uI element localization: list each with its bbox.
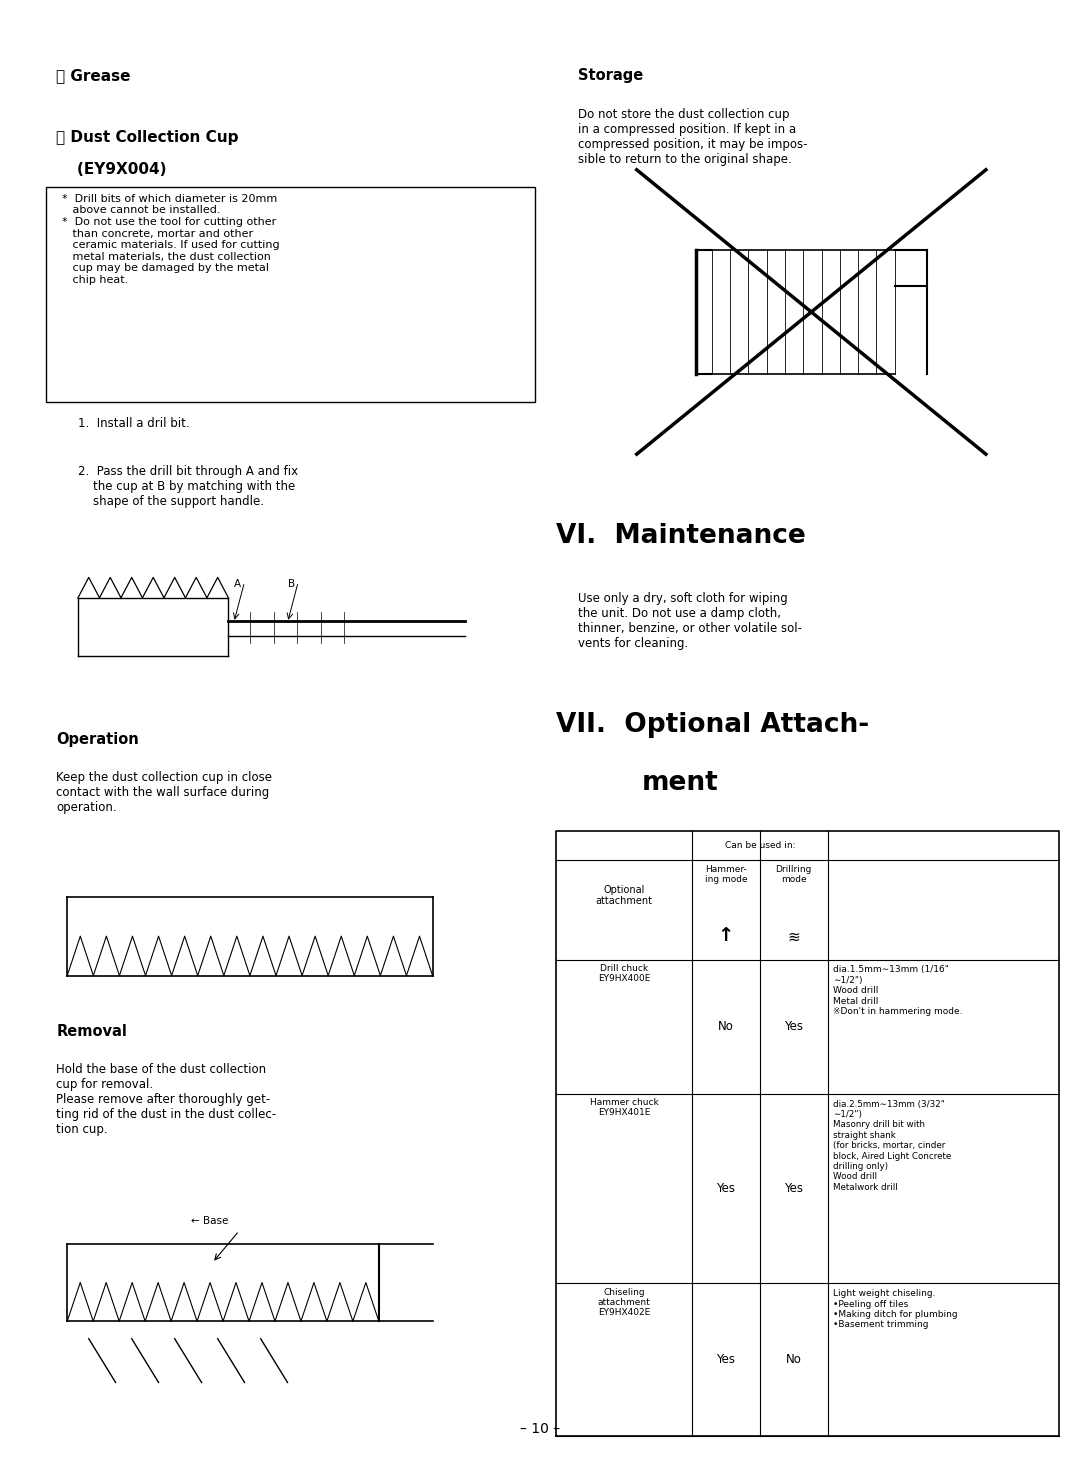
Text: Yes: Yes xyxy=(784,1181,804,1195)
Text: Removal: Removal xyxy=(56,1023,127,1038)
Text: ↑: ↑ xyxy=(717,925,734,944)
Text: Chiseling
attachment
EY9HX402E: Chiseling attachment EY9HX402E xyxy=(597,1288,650,1318)
Text: dia.2.5mm∼13mm (3/32"
∼1/2")
Masonry drill bit with
straight shank
(for bricks, : dia.2.5mm∼13mm (3/32" ∼1/2") Masonry dri… xyxy=(833,1099,951,1192)
Text: ⓚ Grease: ⓚ Grease xyxy=(56,69,131,83)
Text: VI.  Maintenance: VI. Maintenance xyxy=(556,524,806,549)
Text: (EY9X004): (EY9X004) xyxy=(56,161,167,177)
Text: Optional
attachment: Optional attachment xyxy=(595,884,652,906)
Text: Use only a dry, soft cloth for wiping
the unit. Do not use a damp cloth,
thinner: Use only a dry, soft cloth for wiping th… xyxy=(578,591,801,650)
Text: Light weight chiseling.
•Peeling off tiles
•Making ditch for plumbing
•Basement : Light weight chiseling. •Peeling off til… xyxy=(833,1290,958,1329)
Text: *  Drill bits of which diameter is 20mm
   above cannot be installed.
*  Do not : * Drill bits of which diameter is 20mm a… xyxy=(62,193,280,285)
Text: ment: ment xyxy=(643,770,719,796)
Text: No: No xyxy=(786,1353,801,1366)
Text: Yes: Yes xyxy=(716,1181,735,1195)
Text: Operation: Operation xyxy=(56,732,139,747)
Text: ≋: ≋ xyxy=(787,930,800,944)
Text: Drillring
mode: Drillring mode xyxy=(775,865,812,884)
Text: Yes: Yes xyxy=(716,1353,735,1366)
Text: 2.  Pass the drill bit through A and fix
    the cup at B by matching with the
 : 2. Pass the drill bit through A and fix … xyxy=(78,466,298,508)
Text: Hold the base of the dust collection
cup for removal.
Please remove after thorou: Hold the base of the dust collection cup… xyxy=(56,1063,276,1136)
Text: No: No xyxy=(718,1020,733,1034)
Text: dia.1.5mm∼13mm (1/16"
∼1/2")
Wood drill
Metal drill
※Don't in hammering mode.: dia.1.5mm∼13mm (1/16" ∼1/2") Wood drill … xyxy=(833,965,962,1016)
Text: B: B xyxy=(287,578,295,589)
Text: Yes: Yes xyxy=(784,1020,804,1034)
Text: 1.  Install a dril bit.: 1. Install a dril bit. xyxy=(78,417,190,430)
Text: Keep the dust collection cup in close
contact with the wall surface during
opera: Keep the dust collection cup in close co… xyxy=(56,772,272,814)
Text: VII.  Optional Attach-: VII. Optional Attach- xyxy=(556,712,869,738)
Text: ← Base: ← Base xyxy=(191,1217,228,1227)
Text: Do not store the dust collection cup
in a compressed position. If kept in a
comp: Do not store the dust collection cup in … xyxy=(578,108,807,165)
Text: A: A xyxy=(233,578,241,589)
Text: ⓛ Dust Collection Cup: ⓛ Dust Collection Cup xyxy=(56,130,239,145)
Text: Can be used in:: Can be used in: xyxy=(725,842,795,851)
Text: – 10 –: – 10 – xyxy=(519,1422,561,1436)
Bar xyxy=(45,186,535,403)
Text: Hammer-
ing mode: Hammer- ing mode xyxy=(704,865,747,884)
Text: Storage: Storage xyxy=(578,69,643,83)
Text: Drill chuck
EY9HX400E: Drill chuck EY9HX400E xyxy=(598,963,650,984)
Text: Hammer chuck
EY9HX401E: Hammer chuck EY9HX401E xyxy=(590,1098,659,1117)
